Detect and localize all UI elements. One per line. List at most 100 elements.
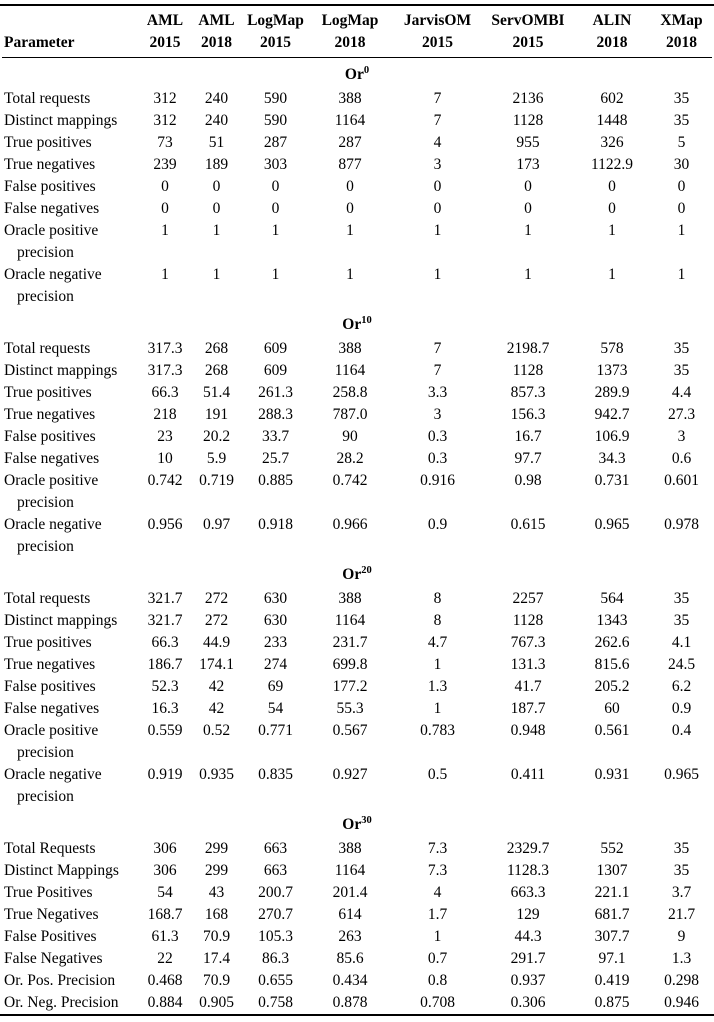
value-cell: 0.3	[427, 428, 448, 445]
value-cell: 4	[433, 134, 442, 151]
value-cell: 3	[433, 406, 442, 423]
table-row: True negatives 218 191 288.3 787.0 3 156.3 942.…	[2, 404, 712, 426]
row-label: Oracle negative precision	[4, 516, 102, 555]
value-cell: 7.3	[427, 840, 448, 857]
value-cell: 240	[204, 90, 229, 107]
value-cell: 16.7	[514, 428, 542, 445]
value-cell: 51.4	[202, 384, 231, 401]
value-cell: 287	[338, 134, 362, 151]
value-cell: 1	[524, 266, 532, 283]
row-label: Distinct Mappings	[4, 862, 119, 879]
value-cell: 299	[204, 840, 229, 857]
row-label: Total requests	[4, 590, 91, 607]
value-cell: 0.615	[510, 516, 546, 533]
value-cell: 1	[433, 222, 442, 239]
column-year: 2015	[149, 34, 181, 51]
section-title-base: Or	[342, 316, 362, 333]
value-cell: 270.7	[258, 906, 293, 923]
row-label: False positives	[4, 428, 96, 445]
value-cell: 0.931	[594, 766, 630, 783]
value-cell: 1	[677, 222, 686, 239]
value-cell: 70.9	[202, 928, 231, 945]
column-header-aml-2018: AML 2018	[190, 6, 243, 58]
value-cell: 955	[516, 134, 540, 151]
table-row: Oracle positive precision 0.559 0.52 0.771 0…	[2, 720, 712, 764]
row-label: False Negatives	[4, 950, 103, 967]
value-cell: 1164	[334, 612, 366, 629]
value-cell: 35	[673, 90, 690, 107]
value-cell: 174.1	[199, 656, 234, 673]
value-cell: 0.885	[258, 472, 293, 489]
value-cell: 7	[433, 112, 442, 129]
value-cell: 43	[208, 884, 225, 901]
value-cell: 0.758	[258, 994, 293, 1011]
value-cell: 233	[263, 634, 288, 651]
value-cell: 289.9	[594, 384, 630, 401]
value-cell: 90	[342, 428, 358, 445]
row-label: Oracle positive precision	[4, 222, 99, 261]
value-cell: 0.965	[594, 516, 630, 533]
value-cell: 105.3	[258, 928, 293, 945]
row-label: Total requests	[4, 340, 91, 357]
value-cell: 0.434	[332, 972, 368, 989]
value-cell: 1164	[334, 862, 366, 879]
table-row: False Positives 61.3 70.9 105.3 263 1 44.3 307.…	[2, 926, 712, 948]
value-cell: 0.4	[671, 722, 692, 739]
value-cell: 1	[161, 266, 169, 283]
value-cell: 317.3	[147, 362, 183, 379]
value-cell: 1.3	[427, 678, 448, 695]
section-title-base: Or	[342, 566, 362, 583]
table-row: Oracle positive precision 1 1 1 1 1 1 1 1	[2, 220, 712, 264]
value-cell: 41.7	[514, 678, 542, 695]
value-cell: 272	[204, 612, 229, 629]
value-cell: 815.6	[594, 656, 630, 673]
row-label: Distinct mappings	[4, 112, 118, 129]
column-header-logmap-2018: LogMap 2018	[308, 6, 392, 58]
value-cell: 0.559	[147, 722, 183, 739]
value-cell: 0.306	[510, 994, 546, 1011]
value-cell: 7	[433, 340, 442, 357]
table-row: True positives 66.3 51.4 261.3 258.8 3.3 857.3…	[2, 382, 712, 404]
column-header-servombi-2015: ServOMBI 2015	[483, 6, 573, 58]
value-cell: 2198.7	[506, 340, 550, 357]
column-year: 2018	[666, 34, 697, 51]
section-title-base: Or	[344, 66, 364, 83]
section-title: Or0	[2, 58, 712, 89]
value-cell: 0.708	[420, 994, 455, 1011]
column-year: 2015	[512, 34, 544, 51]
value-cell: 55.3	[336, 700, 364, 717]
value-cell: 0	[524, 200, 532, 217]
column-tool-name: ALIN	[592, 12, 632, 29]
value-cell: 221.1	[594, 884, 630, 901]
section-title: Or20	[2, 558, 712, 588]
value-cell: 0	[346, 178, 354, 195]
value-cell: 1122.9	[590, 156, 634, 173]
value-cell: 1	[271, 266, 280, 283]
value-cell: 17.4	[202, 950, 231, 967]
table-row: False positives 52.3 42 69 177.2 1.3 41.7 205.2…	[2, 676, 712, 698]
column-year: 2018	[596, 34, 628, 51]
column-tool-name: LogMap	[247, 12, 304, 29]
value-cell: 21.7	[667, 906, 696, 923]
row-label: Distinct mappings	[4, 362, 118, 379]
value-cell: 0.98	[514, 472, 542, 489]
value-cell: 1128	[512, 612, 544, 629]
value-cell: 0.919	[147, 766, 183, 783]
value-cell: 2329.7	[506, 840, 550, 857]
value-cell: 0.3	[427, 450, 448, 467]
value-cell: 268	[204, 362, 229, 379]
value-cell: 1	[212, 222, 221, 239]
row-label: True negatives	[4, 406, 96, 423]
value-cell: 27.3	[667, 406, 696, 423]
row-label: False Positives	[4, 928, 97, 945]
value-cell: 877	[338, 156, 362, 173]
value-cell: 0.5	[427, 766, 448, 783]
value-cell: 317.3	[147, 340, 183, 357]
value-cell: 0.7	[427, 950, 448, 967]
row-label: True Positives	[4, 884, 93, 901]
value-cell: 857.3	[510, 384, 546, 401]
value-cell: 44.3	[514, 928, 542, 945]
value-cell: 6.2	[671, 678, 692, 695]
value-cell: 0.937	[510, 972, 546, 989]
value-cell: 0	[271, 200, 280, 217]
